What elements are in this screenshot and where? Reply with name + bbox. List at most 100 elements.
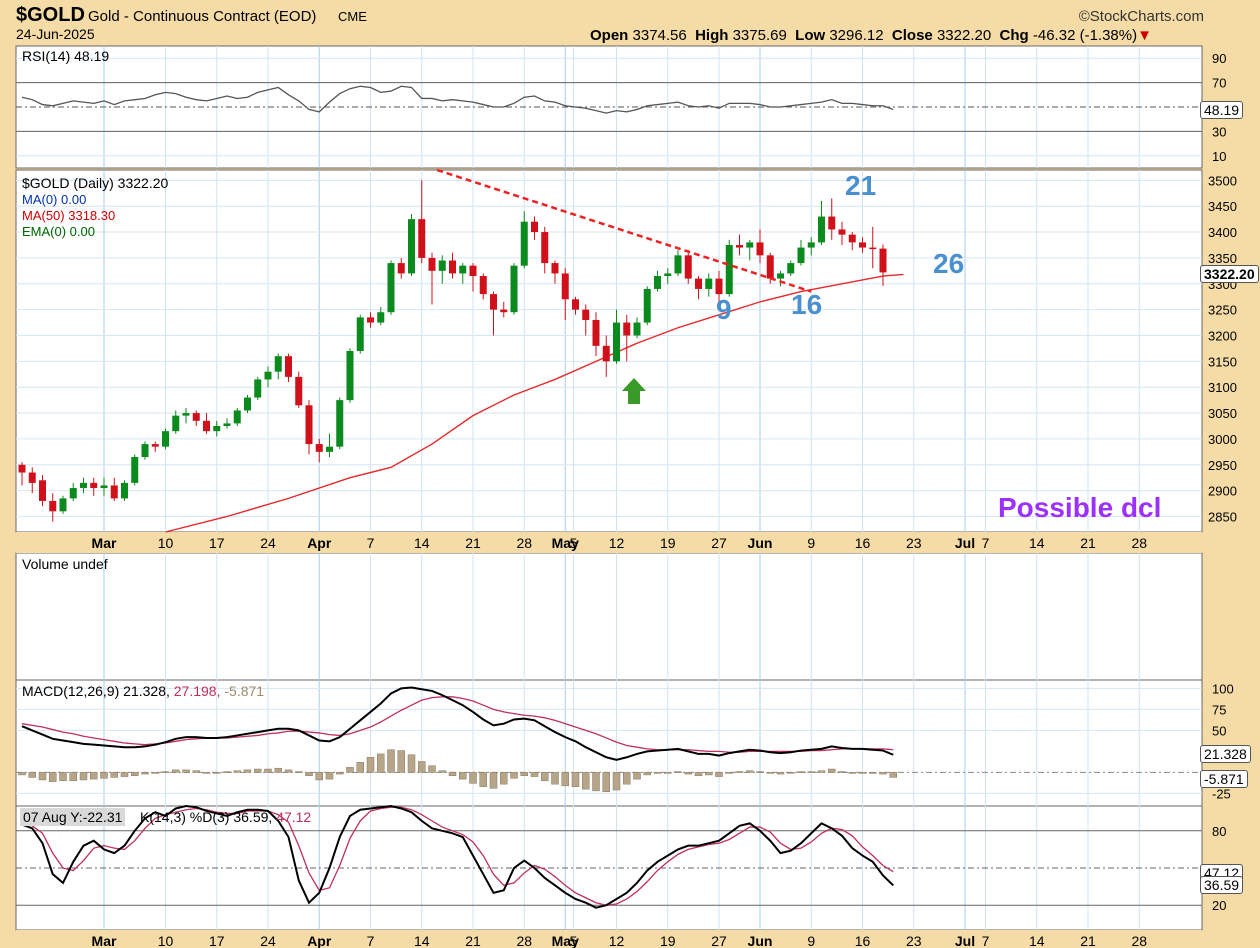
price-tick-label: 3050 — [1208, 406, 1237, 421]
macd-hist-bar — [725, 772, 733, 774]
candle-body — [244, 397, 251, 411]
candle-body — [418, 219, 426, 258]
candle-body — [582, 309, 590, 320]
macd-hist-bar — [489, 772, 498, 789]
candle-body — [326, 446, 333, 452]
candle-body — [459, 265, 467, 274]
macd-tick-label: 100 — [1212, 681, 1234, 696]
candle-body — [695, 278, 702, 289]
macd-hist-bar — [787, 772, 795, 774]
candle-body — [561, 273, 569, 300]
macd-hist-bar — [500, 772, 508, 785]
candle-body — [59, 498, 67, 512]
macd-hist-bar — [756, 771, 764, 773]
chart-date: 24-Jun-2025 — [16, 26, 95, 42]
candle-body — [162, 431, 169, 447]
candle-body — [664, 273, 672, 277]
price-label: $GOLD (Daily) 3322.20 — [22, 175, 169, 191]
macd-hist-bar — [653, 772, 662, 774]
macd-signal-line — [21, 696, 894, 753]
candle-body — [428, 257, 436, 271]
candle-body — [756, 242, 764, 256]
x-tick-label: 10 — [158, 933, 174, 948]
rsi-tick-label: 30 — [1212, 124, 1226, 139]
symbol: $GOLD — [16, 4, 85, 26]
annotation-21: 21 — [845, 170, 877, 201]
candle-body — [787, 263, 795, 274]
macd-hist-bar — [582, 772, 590, 790]
macd-hist-bar — [561, 772, 569, 787]
macd-hist-bar — [79, 772, 88, 781]
macd-hist-bar — [172, 769, 180, 773]
candle-body — [69, 488, 77, 499]
macd-hist-bar — [623, 772, 631, 785]
x-tick-label: May — [552, 933, 579, 948]
macd-hist-bar — [69, 772, 77, 782]
ma50-line — [165, 273, 904, 533]
rsi-line — [21, 85, 894, 114]
macd-hist-bar — [131, 772, 139, 777]
x-tick-label: 16 — [855, 933, 871, 948]
macd-hist-bar — [377, 753, 385, 773]
macd-hist-bar — [817, 770, 826, 773]
candle-body — [736, 244, 743, 248]
price-tick-label: 3100 — [1208, 380, 1237, 395]
low-value: 3296.12 — [829, 27, 884, 44]
candle-body — [233, 410, 241, 424]
macd-hist-bar — [284, 769, 293, 773]
price-tick-label: 2900 — [1208, 484, 1237, 499]
macd-hist-bar — [223, 771, 231, 773]
macd-hist-bar — [746, 770, 754, 773]
candle-body — [408, 219, 415, 274]
ohlc-readout: Open 3374.56 High 3375.69 Low 3296.12 Cl… — [590, 27, 1152, 44]
x-tick-label: 14 — [414, 933, 430, 948]
macd-hist-bar — [694, 772, 703, 777]
price-tick-label: 3350 — [1208, 251, 1237, 266]
candle-body — [777, 273, 784, 279]
candle-body — [28, 472, 36, 483]
annotation-26: 26 — [933, 248, 965, 279]
x-tick-label: 21 — [465, 535, 481, 551]
macd-hist-bar — [776, 772, 785, 775]
candle-body — [674, 255, 682, 274]
macd-hist-bar — [325, 772, 334, 780]
macd-hist-bar — [664, 772, 672, 774]
macd-hist-bar — [459, 772, 467, 780]
x-tick-label: 9 — [807, 933, 815, 948]
candle-body — [684, 255, 692, 279]
ma50-label: MA(50) 3318.30 — [22, 208, 116, 223]
macd-hist-bar — [182, 769, 190, 773]
rsi-tick-label: 70 — [1212, 76, 1226, 91]
candle-body — [705, 278, 713, 289]
macd-hist-bar — [858, 772, 867, 774]
candle-body — [715, 278, 723, 295]
x-tick-label: 24 — [260, 535, 276, 551]
axis-strip-bottom — [16, 930, 1202, 948]
macd-hist-bar — [643, 772, 651, 776]
x-tick-label: 27 — [711, 933, 727, 948]
macd-name: MACD(12,26,9) — [22, 683, 120, 699]
x-tick-label: Jun — [748, 933, 773, 948]
macd-hist-bar — [397, 750, 405, 773]
candle-body — [592, 319, 600, 346]
macd-hist-value: -5.871 — [224, 683, 265, 699]
x-tick-label: 23 — [906, 933, 922, 948]
candle-body — [315, 444, 323, 452]
x-tick-label: 19 — [660, 933, 676, 948]
stoch-k-tag: 36.59 — [1200, 876, 1244, 894]
macd-hist-bar — [264, 768, 272, 773]
candle-body — [182, 413, 190, 416]
macd-hist-bar — [571, 772, 580, 787]
stoch-k-line — [21, 804, 894, 909]
x-tick-label: 17 — [209, 535, 225, 551]
macd-hist-bar — [295, 771, 303, 773]
macd-hist-bar — [233, 770, 241, 773]
candle-body — [336, 400, 344, 447]
candle-body — [39, 480, 46, 501]
open-value: 3374.56 — [632, 27, 687, 44]
macd-hist-bar — [674, 771, 682, 773]
macd-hist-bar — [346, 767, 354, 773]
x-tick-label: Mar — [92, 933, 117, 948]
candle-body — [438, 260, 446, 271]
low-label: Low — [795, 27, 826, 44]
